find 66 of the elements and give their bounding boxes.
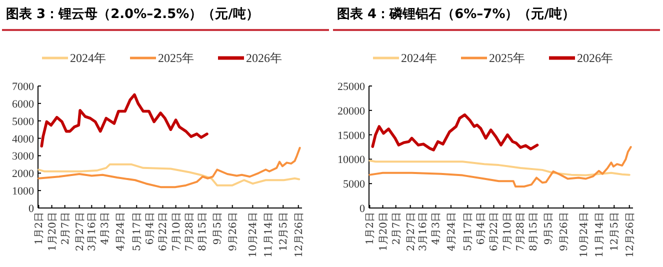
x-tick-label: 2月27日 — [406, 212, 417, 252]
x-tick-label: 8月15日 — [528, 212, 540, 252]
y-tick-label: 10000 — [338, 154, 366, 166]
x-tick-label: 1月20日 — [47, 212, 58, 252]
chart-title: 图表 4：磷锂铝石（6%–7%）（元/吨） — [337, 7, 575, 22]
x-tick-label: 6月4日 — [145, 212, 156, 245]
x-tick-label: 4月24日 — [446, 212, 458, 252]
x-tick-label: 9月5日 — [544, 212, 555, 245]
legend-label: 2026年 — [246, 51, 282, 65]
x-tick-label: 4月24日 — [115, 212, 126, 252]
legend-label: 2026年 — [577, 51, 613, 65]
x-tick-label: 5月17日 — [463, 212, 474, 252]
x-tick-label: 8月15日 — [197, 212, 208, 252]
x-tick-label: 11月14日 — [263, 212, 274, 258]
y-tick-label: 7000 — [12, 81, 34, 93]
x-tick-label: 1月20日 — [378, 212, 390, 252]
x-tick-label: 9月26日 — [558, 212, 570, 252]
x-tick-label: 11月14日 — [594, 212, 606, 258]
x-tick-label: 7月28日 — [184, 212, 196, 252]
line-series — [368, 146, 632, 188]
x-tick-label: 2月27日 — [74, 212, 86, 252]
chart-title: 图表 3：锂云母（2.0%–2.5%）（元/吨） — [6, 7, 259, 22]
x-tick-label: 7月10日 — [502, 212, 514, 252]
x-tick-label: 9月5日 — [212, 212, 224, 245]
x-tick-label: 2月7日 — [391, 212, 402, 245]
x-tick-label: 7月28日 — [515, 212, 526, 252]
y-tick-label: 5000 — [12, 116, 34, 128]
x-tick-label: 10月24日 — [579, 212, 590, 258]
x-tick-label: 3月16日 — [418, 212, 430, 252]
x-tick-label: 1月2日 — [34, 212, 46, 245]
y-tick-label: 20000 — [338, 105, 366, 118]
line-series — [371, 113, 539, 152]
x-tick-label: 12月26日 — [624, 212, 636, 258]
x-tick-label: 6月22日 — [158, 212, 170, 252]
y-tick-label: 6000 — [12, 98, 34, 110]
x-tick-label: 2月7日 — [60, 212, 72, 245]
y-tick-label: 3000 — [12, 150, 34, 163]
x-tick-label: 5月17日 — [132, 212, 144, 252]
x-tick-label: 4月3日 — [100, 212, 112, 245]
line-series — [368, 160, 630, 176]
x-tick-label: 10月24日 — [248, 212, 260, 258]
legend-label: 2025年 — [489, 51, 525, 65]
x-tick-label: 9月26日 — [228, 212, 239, 252]
x-tick-label: 12月5日 — [610, 212, 621, 252]
y-tick-label: 15000 — [338, 130, 366, 142]
x-tick-label: 6月4日 — [476, 212, 488, 245]
y-tick-label: 25000 — [338, 81, 366, 93]
y-tick-label: 4000 — [12, 133, 34, 146]
line-series — [38, 163, 300, 186]
y-tick-label: 5000 — [343, 178, 366, 191]
y-tick-label: 1000 — [12, 186, 34, 198]
y-tick-label: 0 — [28, 203, 34, 215]
x-tick-label: 12月26日 — [294, 212, 305, 258]
x-tick-label: 3月16日 — [87, 212, 98, 252]
y-tick-label: 2000 — [12, 168, 34, 180]
legend-label: 2024年 — [401, 51, 437, 65]
line-series — [40, 93, 208, 148]
x-tick-label: 6月22日 — [489, 212, 500, 252]
y-tick-label: 0 — [360, 203, 366, 215]
x-tick-label: 4月3日 — [431, 212, 442, 245]
legend-label: 2024年 — [70, 51, 106, 65]
x-tick-label: 1月2日 — [365, 212, 376, 245]
line-series — [38, 146, 301, 188]
x-tick-label: 12月5日 — [278, 212, 290, 252]
legend-label: 2025年 — [158, 51, 194, 65]
x-tick-label: 7月10日 — [171, 212, 182, 252]
